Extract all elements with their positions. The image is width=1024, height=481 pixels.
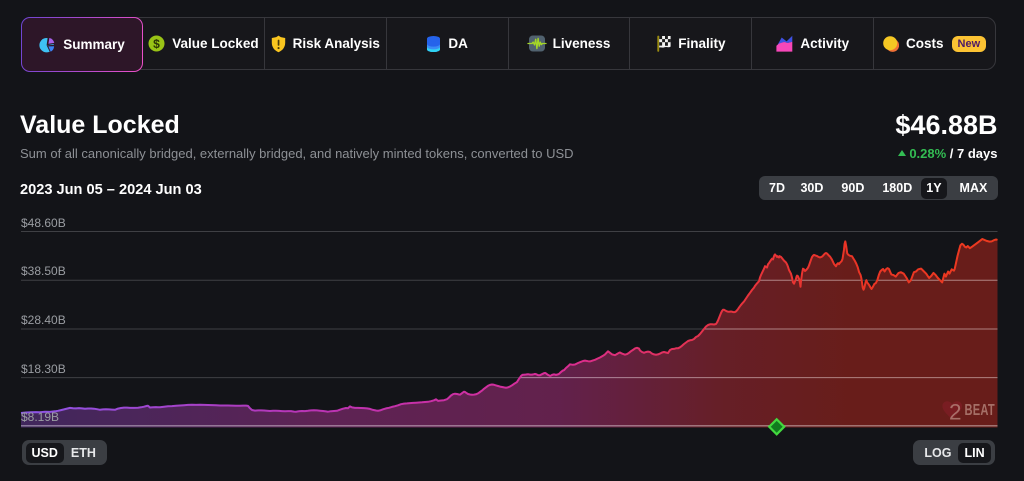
svg-text:2: 2	[949, 400, 962, 423]
svg-text:$: $	[153, 37, 160, 51]
svg-text:BEAT: BEAT	[965, 401, 996, 418]
